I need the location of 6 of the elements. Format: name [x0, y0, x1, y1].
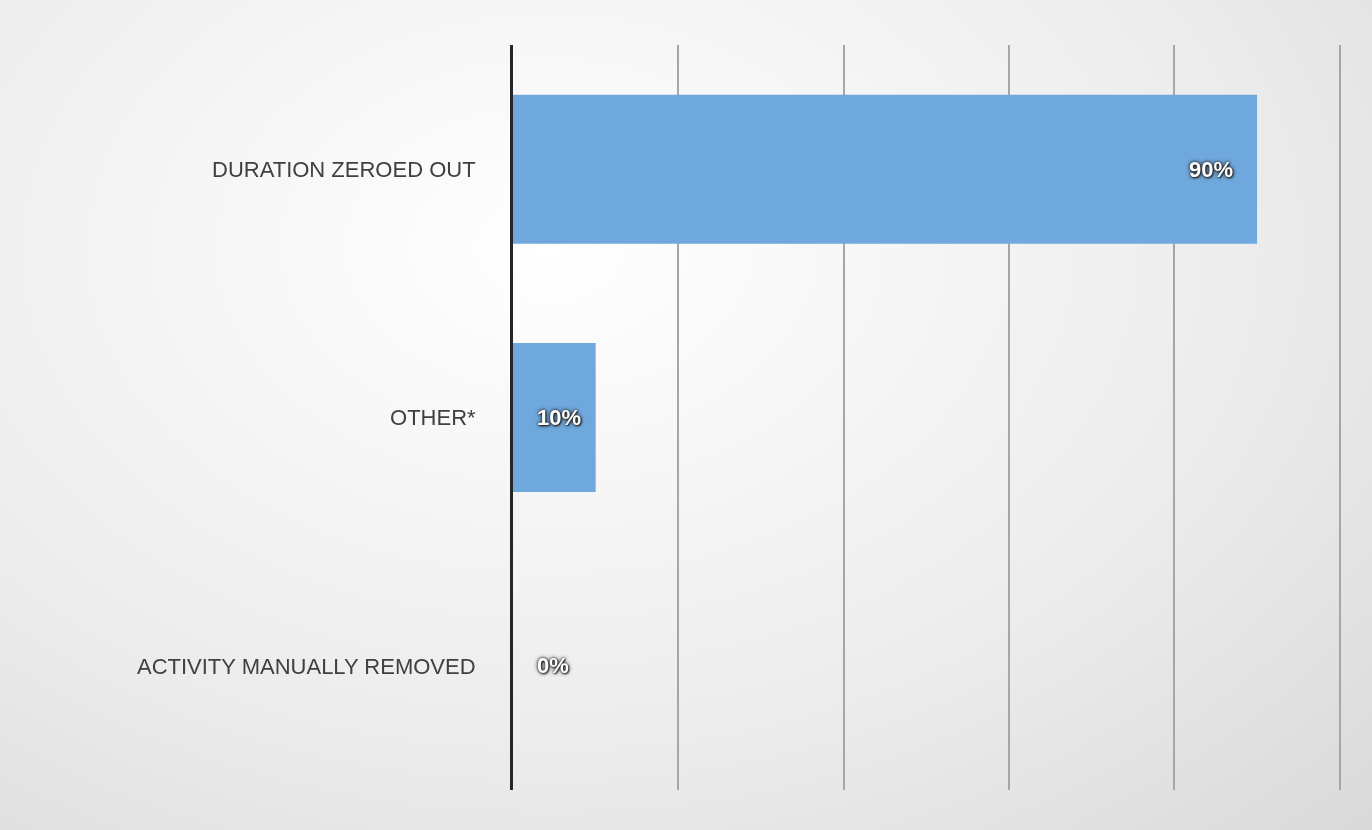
y-tick-label: OTHER*: [390, 405, 477, 431]
data-label: 90%: [1189, 157, 1234, 182]
y-tick-label: DURATION ZEROED OUT: [212, 156, 476, 182]
data-label: 0%: [537, 653, 569, 678]
data-label: 10%: [537, 405, 582, 430]
y-tick-label: ACTIVITY MANUALLY REMOVED: [136, 653, 476, 679]
